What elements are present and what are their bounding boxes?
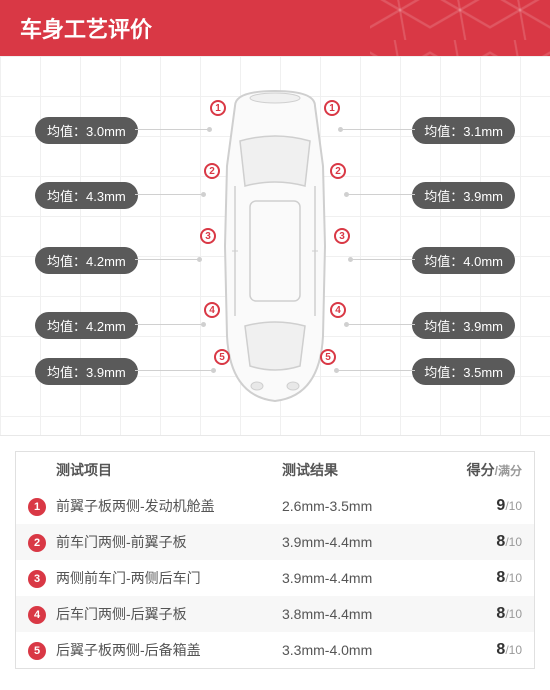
leader-line (350, 259, 415, 260)
measurement-pill-left-3: 均值：4.2mm (35, 247, 138, 274)
row-badge: 1 (28, 497, 56, 516)
row-result: 3.9mm-4.4mm (282, 570, 452, 586)
marker-right-1: 1 (324, 100, 340, 116)
leader-line (346, 324, 415, 325)
row-item: 前翼子板两侧-发动机舱盖 (56, 496, 282, 516)
row-score: 8/10 (452, 569, 522, 587)
row-item: 前车门两侧-前翼子板 (56, 532, 282, 552)
table-row: 4后车门两侧-后翼子板3.8mm-4.4mm8/10 (16, 596, 534, 632)
row-item: 后车门两侧-后翼子板 (56, 604, 282, 624)
row-item: 两侧前车门-两侧后车门 (56, 568, 282, 588)
page-header: 车身工艺评价 (0, 0, 550, 56)
leader-line (336, 370, 415, 371)
row-result: 2.6mm-3.5mm (282, 498, 452, 514)
leader-line (346, 194, 415, 195)
measurement-pill-left-1: 均值：3.0mm (35, 117, 138, 144)
header-score: 得分/满分 (452, 460, 522, 480)
row-score: 8/10 (452, 641, 522, 659)
marker-right-2: 2 (330, 163, 346, 179)
header-result: 测试结果 (282, 460, 452, 480)
table-row: 1前翼子板两侧-发动机舱盖2.6mm-3.5mm9/10 (16, 488, 534, 524)
leader-line (135, 324, 204, 325)
leader-line (135, 129, 210, 130)
car-diagram: 均值：3.0mm 均值：4.3mm 均值：4.2mm 均值：4.2mm 均值：3.9mm… (0, 56, 550, 436)
row-score: 8/10 (452, 533, 522, 551)
row-score: 9/10 (452, 497, 522, 515)
measurement-pill-right-3: 均值：4.0mm (412, 247, 515, 274)
table-row: 2前车门两侧-前翼子板3.9mm-4.4mm8/10 (16, 524, 534, 560)
leader-line (135, 370, 214, 371)
leader-line (135, 259, 200, 260)
row-badge: 2 (28, 533, 56, 552)
measurement-pill-right-1: 均值：3.1mm (412, 117, 515, 144)
row-result: 3.3mm-4.0mm (282, 642, 452, 658)
marker-left-4: 4 (204, 302, 220, 318)
measurement-pill-right-5: 均值：3.5mm (412, 358, 515, 385)
row-badge: 3 (28, 569, 56, 588)
measurement-pill-right-4: 均值：3.9mm (412, 312, 515, 339)
marker-right-3: 3 (334, 228, 350, 244)
measurement-pill-left-2: 均值：4.3mm (35, 182, 138, 209)
measurement-pill-right-2: 均值：3.9mm (412, 182, 515, 209)
measurement-pill-left-5: 均值：3.9mm (35, 358, 138, 385)
page-title: 车身工艺评价 (20, 17, 152, 42)
row-badge: 4 (28, 605, 56, 624)
header-item: 测试项目 (56, 460, 282, 480)
marker-left-1: 1 (210, 100, 226, 116)
marker-right-4: 4 (330, 302, 346, 318)
row-badge: 5 (28, 641, 56, 660)
leader-line (340, 129, 415, 130)
marker-right-5: 5 (320, 349, 336, 365)
row-result: 3.9mm-4.4mm (282, 534, 452, 550)
marker-left-5: 5 (214, 349, 230, 365)
table-row: 3两侧前车门-两侧后车门3.9mm-4.4mm8/10 (16, 560, 534, 596)
table-row: 5后翼子板两侧-后备箱盖3.3mm-4.0mm8/10 (16, 632, 534, 668)
results-table: 测试项目 测试结果 得分/满分 1前翼子板两侧-发动机舱盖2.6mm-3.5mm… (15, 451, 535, 669)
marker-left-2: 2 (204, 163, 220, 179)
row-score: 8/10 (452, 605, 522, 623)
row-result: 3.8mm-4.4mm (282, 606, 452, 622)
marker-left-3: 3 (200, 228, 216, 244)
row-item: 后翼子板两侧-后备箱盖 (56, 640, 282, 660)
table-header-row: 测试项目 测试结果 得分/满分 (16, 452, 534, 488)
measurement-pill-left-4: 均值：4.2mm (35, 312, 138, 339)
leader-line (135, 194, 204, 195)
